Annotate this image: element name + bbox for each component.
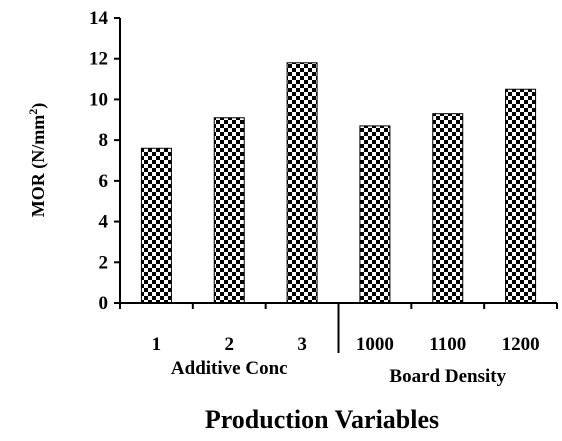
y-tick-label-10: 10 [89, 89, 108, 110]
y-axis-title-main: MOR (N/mm [28, 115, 49, 217]
x-category-label-1200: 1200 [502, 334, 540, 355]
x-category-label-3: 3 [297, 334, 307, 355]
bar-1 [140, 147, 172, 304]
bars-group [140, 62, 537, 304]
bar-1100 [432, 113, 464, 304]
x-axis-title: Production Variables [205, 405, 439, 434]
y-tick-label-0: 0 [99, 293, 109, 314]
bar-2 [213, 117, 245, 304]
axes-group [114, 17, 558, 353]
y-axis-title-superscript: 2 [26, 109, 40, 115]
y-tick-label-12: 12 [89, 49, 108, 70]
bar-3 [286, 62, 318, 304]
x-category-label-1100: 1100 [429, 334, 466, 355]
x-category-label-2: 2 [225, 334, 235, 355]
x-category-label-1: 1 [152, 334, 162, 355]
x-category-label-1000: 1000 [356, 334, 394, 355]
y-tick-label-4: 4 [99, 212, 109, 233]
y-tick-label-8: 8 [99, 130, 109, 151]
group-label-0: Additive Conc [171, 358, 288, 379]
y-tick-label-2: 2 [99, 252, 109, 273]
y-tick-label-6: 6 [99, 171, 109, 192]
y-axis-title-close: ) [28, 103, 49, 109]
group-label-1: Board Density [389, 366, 506, 387]
y-tick-label-14: 14 [89, 8, 109, 29]
bar-1200 [505, 88, 537, 304]
y-axis-title: MOR (N/mm2) [26, 103, 49, 217]
bar-1000 [359, 125, 391, 304]
